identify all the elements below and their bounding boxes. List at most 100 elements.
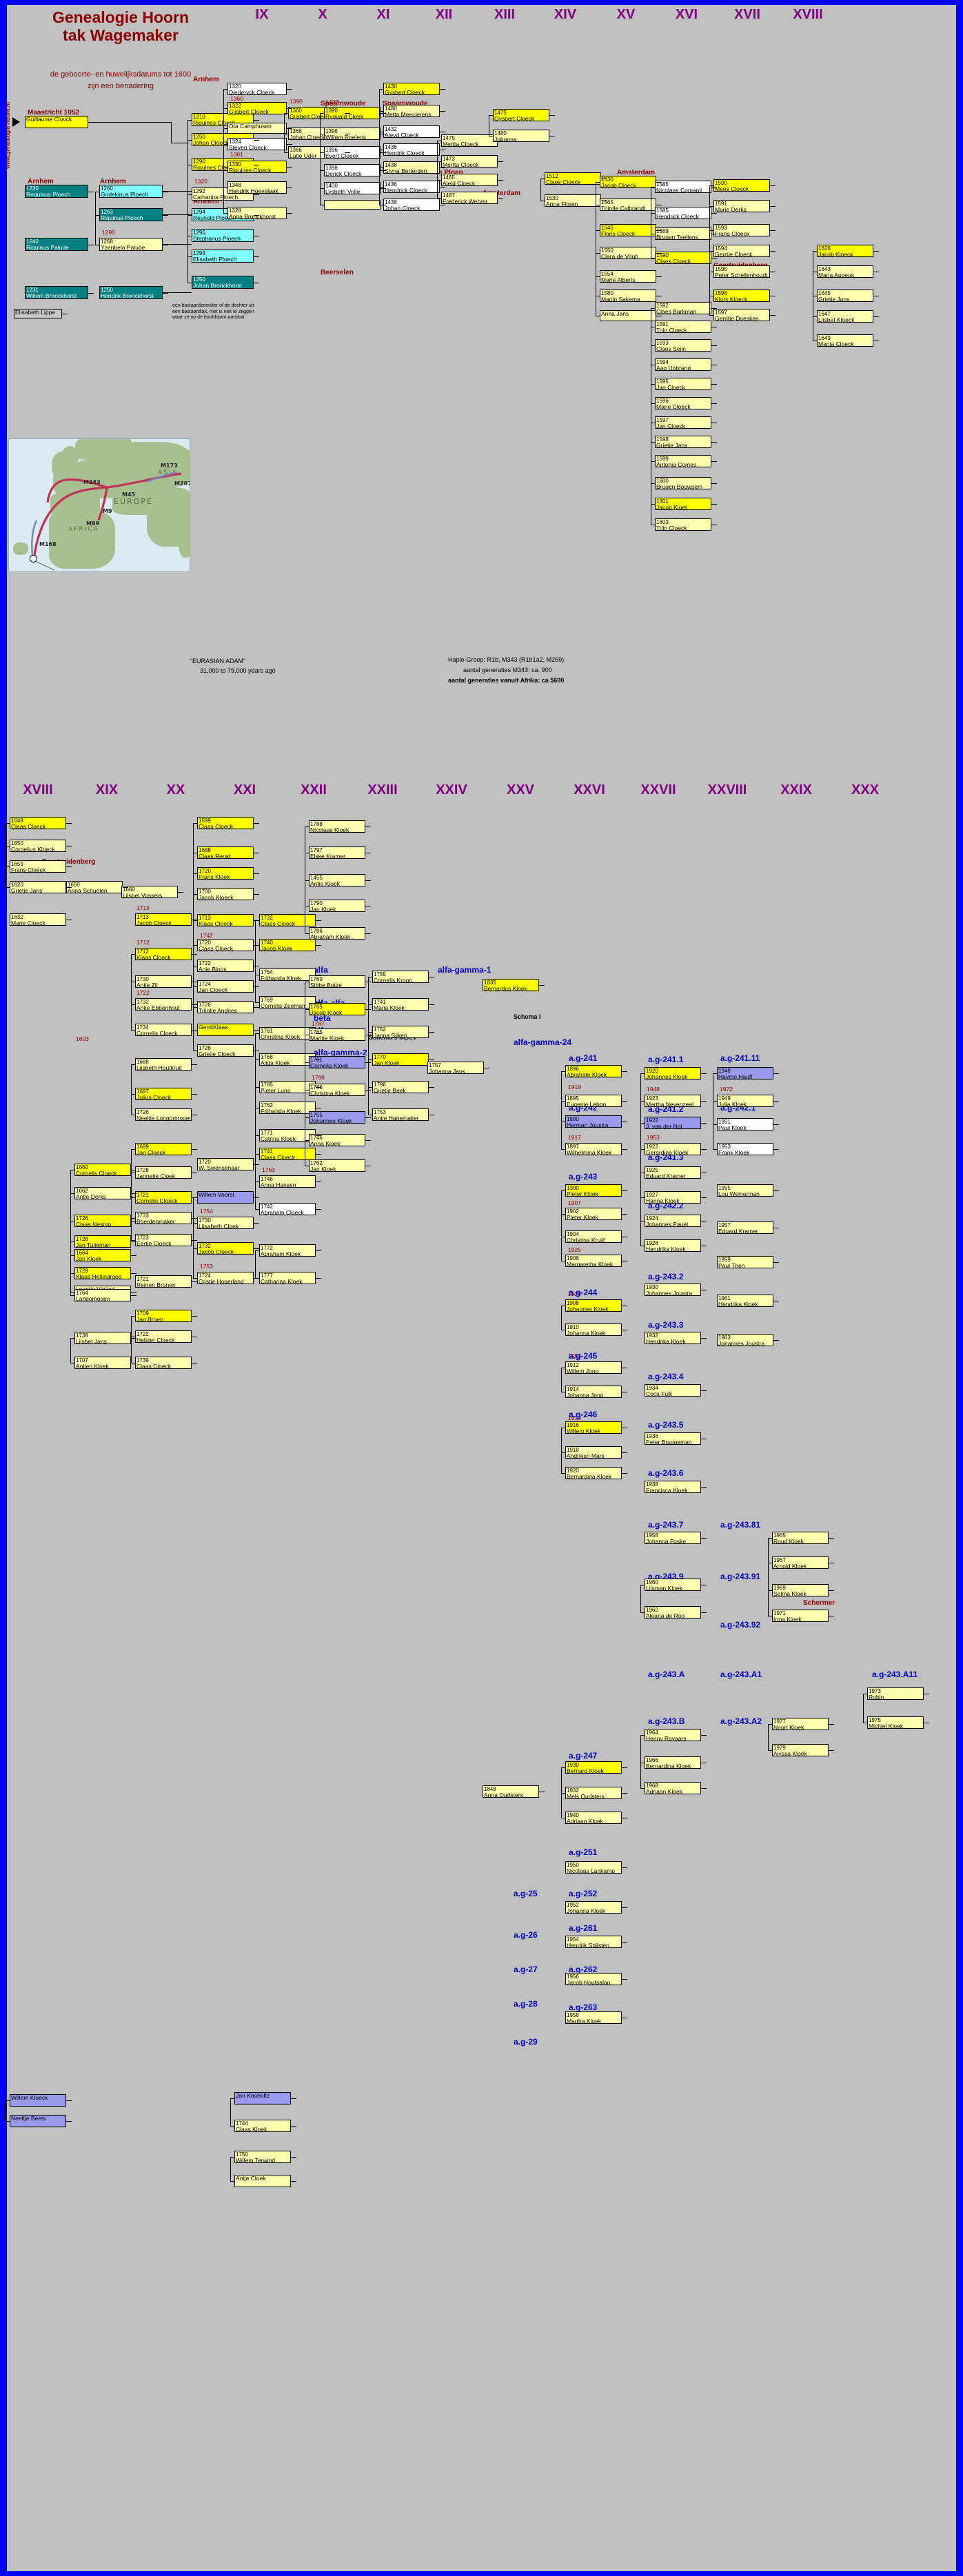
person-box[interactable]: 1554 Marie Alberts <box>600 270 656 283</box>
person-box[interactable]: 1979 Alyssa Kloek <box>772 1744 829 1756</box>
person-box[interactable]: 1296 Stephanus Ploech <box>192 229 254 242</box>
person-box[interactable]: 1721 Cornelis Cloeck <box>135 1191 192 1204</box>
person-box[interactable]: 1742 Abraham Cloeck <box>259 1203 316 1215</box>
person-box[interactable]: 1964 Henny Rovaars <box>645 1729 701 1741</box>
person-box[interactable]: 1593 Claes Seijn <box>655 339 711 352</box>
person-box[interactable]: 1900 Pieter Kloek <box>565 1184 622 1197</box>
person-box[interactable]: 1320 Diederyck Cloeck <box>227 83 287 95</box>
person-box[interactable]: 1324 Steven Cloeck <box>227 138 287 150</box>
person-box[interactable]: 1890 Herman Joustra <box>565 1115 622 1128</box>
person-box[interactable]: 1765 Jacob Kloek <box>309 1003 365 1015</box>
person-box[interactable]: 1438 Styna Berterden <box>383 161 440 174</box>
person-box[interactable]: 1835 Bernardus Kloek <box>483 979 539 991</box>
person-box[interactable]: 1660 Cornelis Cloeck <box>74 1164 131 1176</box>
person-box[interactable]: 1954 Hendrik Spilsten <box>565 1936 622 1948</box>
person-box[interactable]: 1688 Claas Renst <box>197 846 254 859</box>
person-box[interactable]: 1593 Frans Cloeck <box>713 224 770 236</box>
person-box[interactable]: 1712 Klaas Cloeck <box>135 948 192 960</box>
person-box[interactable]: 1755 Johannes Kloek <box>309 1111 365 1124</box>
person-box[interactable]: 1687 Julius Cloeck <box>135 1088 192 1100</box>
person-box[interactable]: 1732 Jacob Cloeck <box>197 1242 254 1255</box>
person-box[interactable]: 1589 Brugen Teellens <box>655 227 711 240</box>
person-box[interactable]: 1595 Jan Cloeck <box>655 378 711 390</box>
person-box[interactable]: Guillaume Clovck <box>25 116 88 128</box>
person-box[interactable]: 1977 Noort Kloek <box>772 1718 829 1730</box>
person-box[interactable]: 1952 Johanna Kloek <box>565 1901 622 1914</box>
person-box[interactable]: 1650 Cornelius Kloeck <box>10 840 66 852</box>
person-box[interactable]: 1755 Cornelis Kroon <box>372 971 429 983</box>
person-box[interactable]: 1647 Lijsbet Kloeck <box>817 310 873 323</box>
person-box[interactable]: 1487 Frederick Werver <box>441 192 498 204</box>
person-box[interactable]: 1938 Francisca Kloek <box>645 1481 701 1493</box>
person-box[interactable]: 1762 Jan Kloek <box>309 1159 365 1172</box>
person-box[interactable]: 1530 Jacob Cloeck <box>600 176 656 188</box>
person-box[interactable]: 1753 Antje Hagemaker <box>372 1108 429 1121</box>
person-box[interactable]: 1956 Jacob Houtsalon <box>565 1973 622 1985</box>
person-box[interactable]: 1728 Grietje Cloeck <box>197 1044 254 1057</box>
person-box[interactable]: 1965 Ruud Kloek <box>772 1532 829 1544</box>
person-box[interactable]: 1231 Willem Bronckhorst <box>25 286 88 299</box>
person-box[interactable]: 1932 Mels Oudsters <box>565 1787 622 1799</box>
person-box[interactable]: 1971 Irma Kloek <box>772 1610 829 1622</box>
person-box[interactable]: 1688 Lijsbeth Houtkruit <box>135 1058 192 1071</box>
person-box[interactable]: 1396 Willem Roelens <box>324 128 381 140</box>
person-box[interactable]: 1765 Maritje Kloek <box>309 1028 365 1041</box>
person-box[interactable]: 1268 Yzenbela Palude <box>99 238 163 251</box>
person-box[interactable]: 1916 Willem Kloek <box>565 1421 622 1434</box>
person-box[interactable]: 1594 Gerrtje Cloeck <box>713 245 770 257</box>
person-box[interactable]: 1786 Abraham Kloek <box>309 927 365 940</box>
person-box[interactable]: 1902 Pieter Kloek <box>565 1208 622 1220</box>
person-box[interactable]: 1925 Eduard Kramer <box>645 1166 701 1179</box>
person-box[interactable]: 1785 Pieter Luns <box>259 1081 316 1093</box>
person-box[interactable]: 1298 Elisabeth Ploech <box>192 250 254 263</box>
person-box[interactable]: 1969 Selma Kloek <box>772 1584 829 1596</box>
person-box[interactable]: 1322 Gijsbert Cloeck <box>227 102 287 114</box>
person-box[interactable]: 1730 Antje Zij <box>135 975 192 988</box>
person-box[interactable]: 1599 Antonia Comes <box>655 455 711 467</box>
person-box[interactable]: 1764 Frijhanda Kloek <box>259 968 316 981</box>
person-box[interactable]: 1740 Jacob Kloek <box>259 939 316 951</box>
person-box[interactable]: 1590 Claes Cloeck <box>655 252 711 264</box>
person-box[interactable]: Willem Kloeck <box>10 2094 66 2107</box>
person-box[interactable]: 1962 Aleana de Roo <box>645 1606 701 1619</box>
person-box[interactable]: 1923 Martha Nevenzeel <box>645 1095 701 1107</box>
person-box[interactable]: 1769 Sibbe Botze <box>309 975 365 988</box>
person-box[interactable]: 1592 Claes Barkman <box>655 302 711 314</box>
person-box[interactable]: 1594 Aag Upbrand <box>655 358 711 371</box>
person-box[interactable]: 1724 Cristje Hogerland <box>197 1272 254 1284</box>
person-box[interactable]: 1768 Alida Kloek <box>259 1053 316 1066</box>
person-box[interactable]: 1650 Anna Schuelen <box>66 881 123 893</box>
person-box[interactable]: 1707 Antjen Kloek <box>74 1357 131 1369</box>
person-box[interactable]: 1955 Lou Weinerman <box>717 1184 773 1197</box>
person-box[interactable]: 1904 Christina Kruijf <box>565 1230 622 1243</box>
person-box[interactable]: 1741 Claas Cloeck <box>259 1148 316 1160</box>
person-box[interactable]: 1728 Jannetje Cloek <box>135 1166 192 1179</box>
person-box[interactable]: 1739 Claas Cloeck <box>135 1357 192 1369</box>
person-box[interactable]: 1906 Margaretha Kloek <box>565 1255 622 1267</box>
person-box[interactable]: 1597 Gerritje Doesken <box>713 309 770 321</box>
person-box[interactable]: 1930 Bernard Kloek <box>565 1761 622 1774</box>
person-box[interactable]: 1777 Catharina Kloek <box>259 1272 316 1284</box>
person-box[interactable]: 1968 Adriaan Kloek <box>645 1782 701 1794</box>
person-box[interactable]: 1948 Haymo Hauff <box>717 1067 773 1079</box>
person-box[interactable]: 1957 Eduard Kramer <box>717 1221 773 1234</box>
person-box[interactable]: 1720 Claas Cloeck <box>197 939 254 951</box>
person-box[interactable]: 1398 Derick Cloeck <box>324 164 381 176</box>
person-box[interactable]: Jan Knoholtz <box>234 2092 291 2105</box>
person-box[interactable]: 1920 Johannes Kloek <box>645 1067 701 1079</box>
person-box[interactable]: 1713 Klaas Cloeck <box>197 914 254 926</box>
person-box[interactable]: 1770 Jan Kloek <box>372 1053 429 1066</box>
person-box[interactable]: 1726 Trijntje Andries <box>197 1001 254 1013</box>
person-box[interactable]: Ota Camphusen <box>227 123 287 134</box>
person-box[interactable]: 1958 Johanna Foske <box>645 1532 701 1544</box>
person-box[interactable]: 1895 Eugenie Lebon <box>565 1095 622 1107</box>
person-box[interactable]: 1596 Klors Kloeck <box>713 290 770 302</box>
person-box[interactable]: 1973 Robin <box>867 1687 924 1700</box>
person-box[interactable]: 1726 Neeltje Longomrogen <box>135 1108 192 1121</box>
person-box[interactable]: 1645 Grietje Jans <box>817 290 873 302</box>
person-box[interactable]: 1659 Frans Cloeck <box>10 860 66 873</box>
person-box[interactable]: 1260 Godekinus Ploech <box>99 185 163 198</box>
person-box[interactable]: 1912 Willem Jong <box>565 1361 622 1374</box>
person-box[interactable]: 1649 Marija Cloeck <box>817 334 873 347</box>
person-box[interactable]: Elisabeth Lippe <box>14 309 62 318</box>
